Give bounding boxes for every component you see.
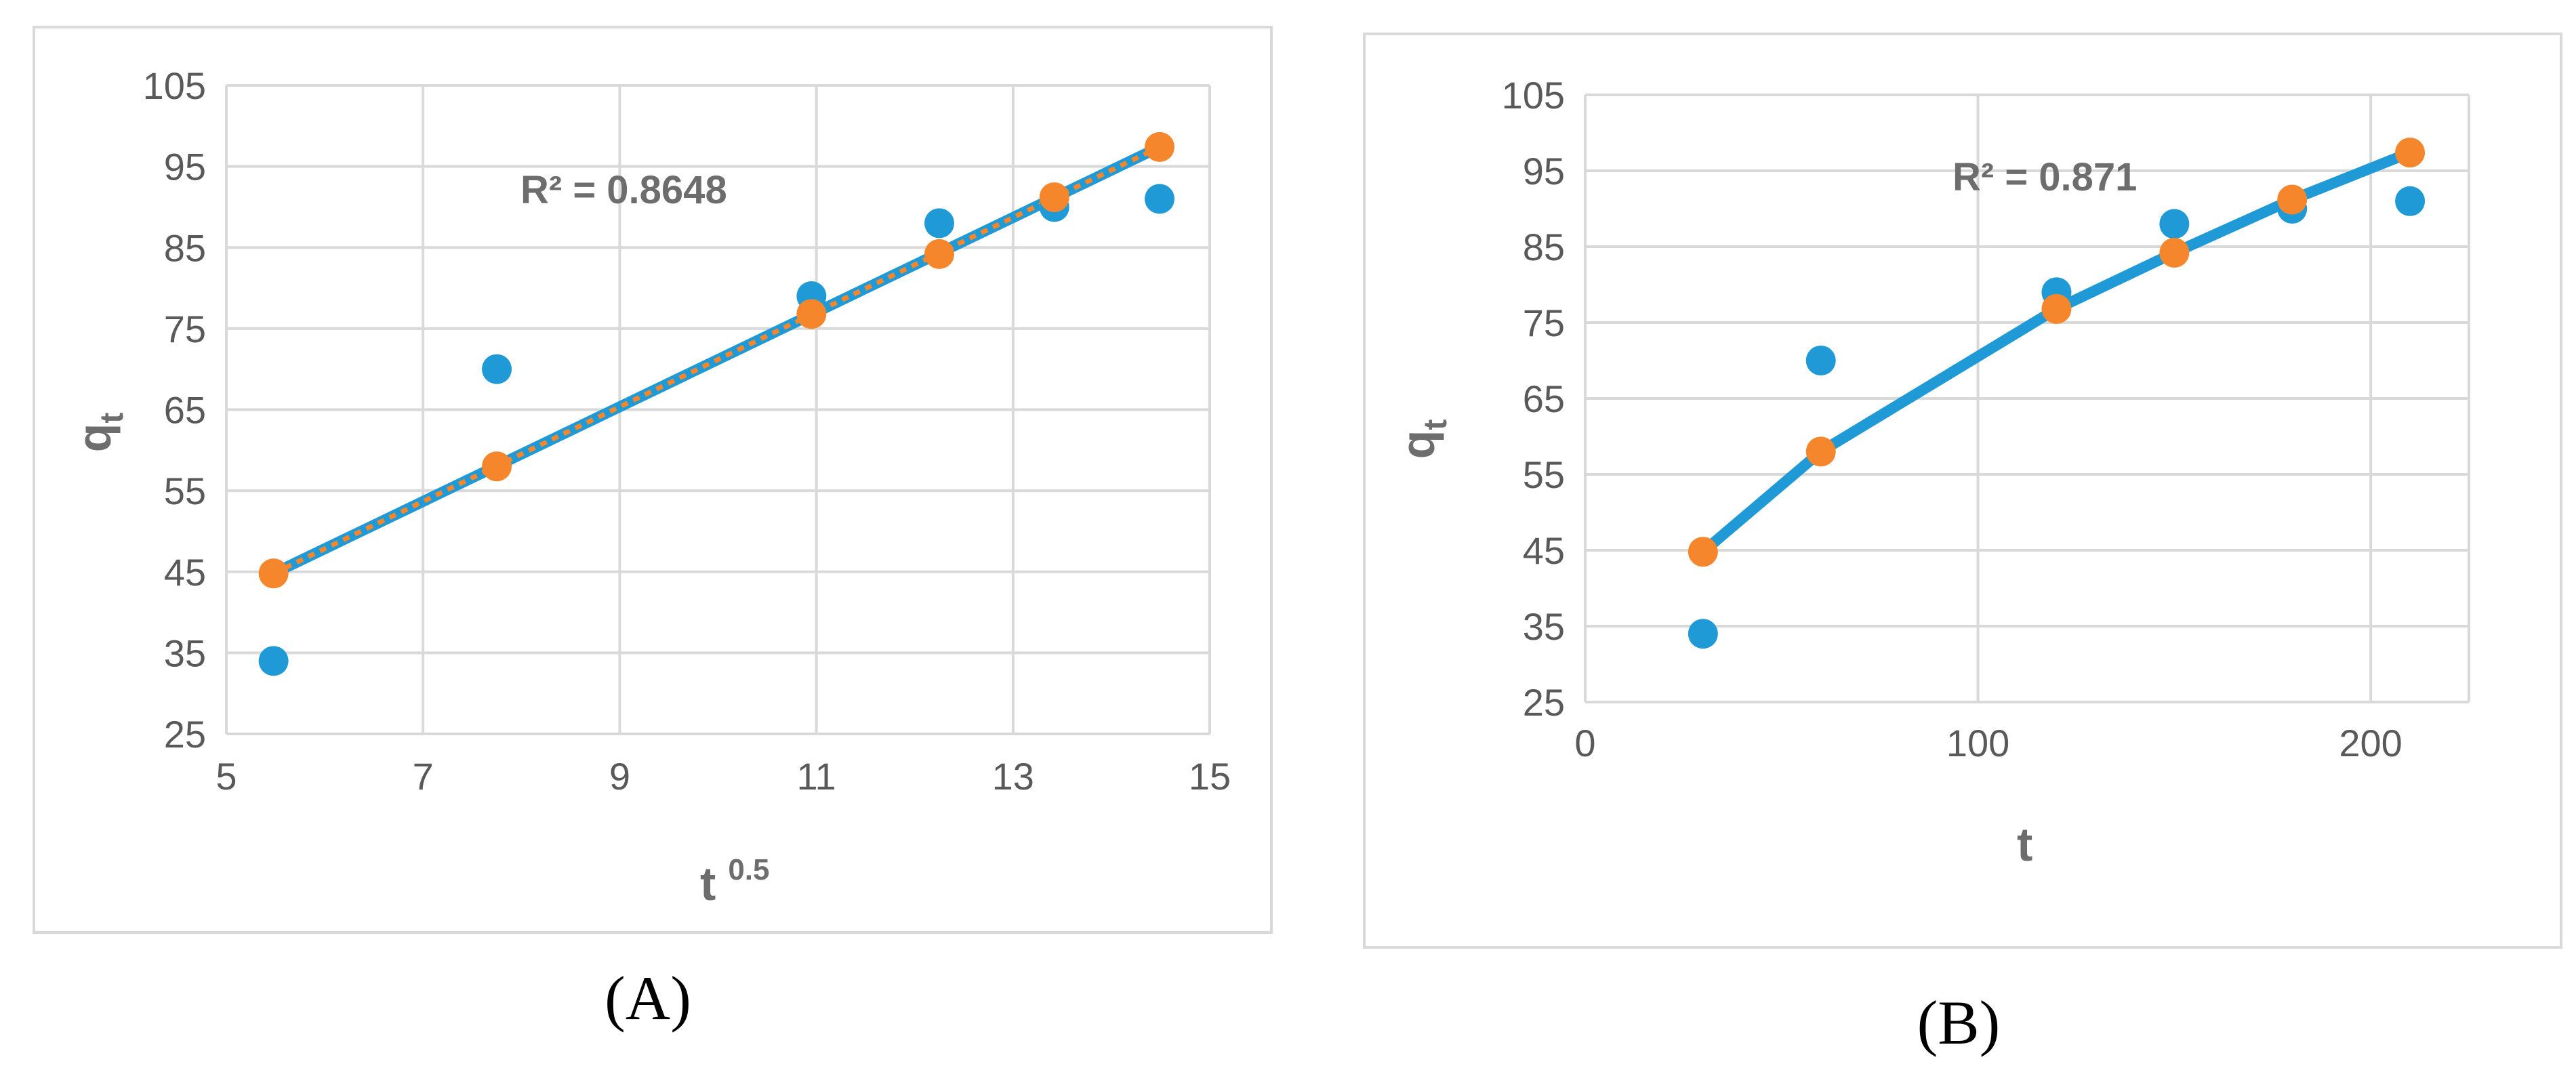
x-tick-label: 0 xyxy=(1574,722,1595,764)
x-axis-label: t xyxy=(2017,818,2032,871)
x-tick-label: 200 xyxy=(2339,722,2402,764)
y-tick-label: 25 xyxy=(164,713,206,756)
data-point-orange xyxy=(796,299,827,329)
data-point-orange xyxy=(2159,237,2190,268)
y-tick-label: 25 xyxy=(1523,681,1565,724)
r-squared-annotation: R² = 0.871 xyxy=(1953,155,2137,199)
y-tick-label: 65 xyxy=(164,389,206,432)
x-tick-labels: 5 7 9 11 13 15 xyxy=(216,755,1231,798)
y-tick-labels: 25 35 45 55 65 75 85 95 105 xyxy=(143,64,206,756)
y-tick-label: 95 xyxy=(1523,150,1565,192)
x-tick-label: 13 xyxy=(992,755,1034,798)
y-axis-label: qt xyxy=(68,413,130,453)
y-tick-label: 55 xyxy=(1523,453,1565,496)
panel-caption-a: (A) xyxy=(605,964,691,1033)
gridlines xyxy=(1584,94,2470,703)
data-point-orange xyxy=(482,451,512,482)
y-axis-label-subscript: t xyxy=(94,413,130,424)
y-tick-label: 75 xyxy=(164,308,206,350)
y-tick-label: 65 xyxy=(1523,377,1565,420)
gridlines xyxy=(225,84,1211,735)
data-point-blue xyxy=(924,208,954,239)
x-tick-label: 100 xyxy=(1946,722,2009,764)
y-tick-labels: 25 35 45 55 65 75 85 95 105 xyxy=(1502,74,1565,724)
y-tick-label: 35 xyxy=(164,632,206,674)
data-point-orange xyxy=(924,239,954,269)
data-point-orange xyxy=(1688,537,1718,567)
x-tick-label: 7 xyxy=(413,755,434,798)
data-point-blue xyxy=(258,646,289,676)
y-tick-label: 85 xyxy=(1523,226,1565,268)
x-tick-label: 5 xyxy=(216,755,237,798)
x-axis-label-main: t xyxy=(700,857,716,910)
x-tick-label: 9 xyxy=(609,755,630,798)
data-point-orange xyxy=(1805,436,1836,467)
data-point-orange xyxy=(2041,293,2072,324)
y-tick-label: 55 xyxy=(164,470,206,512)
data-point-blue xyxy=(1688,619,1718,649)
trend-line-dotted-overlay xyxy=(272,144,1161,576)
panel-caption-b: (B) xyxy=(1917,988,2001,1057)
y-axis-label-main: q xyxy=(1391,430,1444,459)
y-tick-label: 75 xyxy=(1523,302,1565,344)
data-point-blue xyxy=(482,354,512,384)
y-tick-label: 35 xyxy=(1523,605,1565,648)
x-axis-label: t 0.5 xyxy=(700,853,769,910)
r-squared-annotation: R² = 0.8648 xyxy=(520,168,727,212)
series-layer xyxy=(258,131,1174,676)
y-tick-label: 45 xyxy=(164,551,206,594)
data-point-orange xyxy=(1039,182,1069,213)
data-point-orange xyxy=(258,558,289,589)
y-tick-label: 85 xyxy=(164,226,206,269)
chart-panel-b: 25 35 45 55 65 75 85 95 105 0 100 200 R² = 0.871 t… xyxy=(1363,33,2562,949)
data-point-orange xyxy=(2395,138,2426,168)
data-point-blue xyxy=(2159,209,2190,239)
data-point-orange xyxy=(1144,131,1174,162)
y-axis-label-main: q xyxy=(68,424,121,453)
data-point-blue xyxy=(1144,184,1174,214)
x-tick-label: 15 xyxy=(1189,755,1231,798)
y-axis-label-subscript: t xyxy=(1418,419,1454,430)
series-layer xyxy=(1688,138,2426,649)
y-tick-label: 105 xyxy=(143,64,206,107)
chart-frame xyxy=(33,26,1273,934)
x-tick-label: 11 xyxy=(797,755,836,798)
trend-line xyxy=(1697,147,2416,558)
data-point-blue xyxy=(2395,186,2426,216)
y-axis-label: qt xyxy=(1391,419,1454,459)
x-axis-label-superscript: 0.5 xyxy=(728,853,769,886)
chart-frame xyxy=(1363,33,2562,949)
y-tick-label: 45 xyxy=(1523,529,1565,572)
data-point-orange xyxy=(2277,184,2308,215)
data-point-blue xyxy=(1805,346,1836,375)
y-tick-label: 95 xyxy=(164,146,206,188)
x-tick-labels: 0 100 200 xyxy=(1574,722,2402,764)
y-tick-label: 105 xyxy=(1502,74,1565,117)
